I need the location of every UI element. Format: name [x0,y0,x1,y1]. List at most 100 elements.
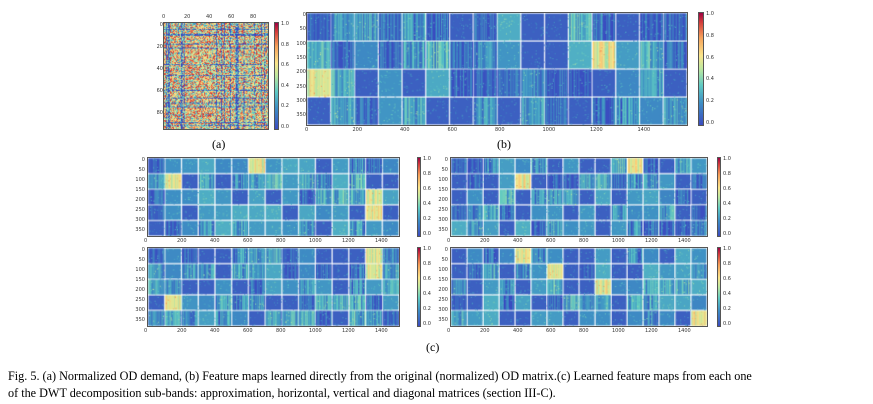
panel-c3-x-tick: 1200 [342,328,355,334]
panel-c1-x-tick: 400 [210,238,220,244]
panel-c2-y-tick: 0 [444,157,448,163]
panel-b-colorbar-tick: 0.2 [706,98,714,105]
panel-c4-y-tick: 300 [438,307,448,313]
panel-a-y-tick: 80 [156,110,163,116]
panel-c2-x-tick: 1400 [678,238,691,244]
panel-c2-x-tick: 1200 [645,238,658,244]
panel-c3-y-tick: 150 [135,277,145,283]
feature-map-diagonal [450,247,708,327]
panel-b-x-tick: 0 [305,127,309,133]
colorbar-c3 [417,247,421,327]
panel-c3-y-tick: 300 [135,307,145,313]
panel-c3-y-tick: 0 [141,247,145,253]
panel-b-colorbar-tick: 1.0 [706,11,714,17]
panel-c4-x-tick: 600 [546,328,556,334]
panel-c3-colorbar-tick: 0.0 [423,321,431,327]
panel-b-x-tick: 400 [400,127,410,133]
panel-a-y-tick: 0 [159,22,163,28]
panel-c3-colorbar-tick: 0.6 [423,276,431,282]
panel-b-y-tick: 300 [296,97,306,104]
panel-c2-colorbar-tick: 1.0 [723,156,731,162]
panel-c4-x-tick: 1000 [612,328,625,334]
panel-c1-y-tick: 300 [135,217,145,223]
panel-b-x-tick: 600 [447,127,458,133]
panel-b-y-tick: 50 [299,26,306,33]
panel-c1-y-tick: 250 [135,207,145,213]
panel-c1-y-tick: 350 [135,227,145,233]
panel-c1-y-tick: 100 [135,177,145,183]
panel-c4-y-tick: 150 [438,277,448,283]
colorbar-c2 [717,157,721,237]
figure-caption: Fig. 5. (a) Normalized OD demand, (b) Fe… [8,368,866,402]
panel-c2-colorbar-tick: 0.2 [723,216,731,222]
panel-a-y-tick: 20 [156,44,163,50]
panel-c4-colorbar-tick: 0.4 [723,291,731,297]
panel-a-colorbar-tick: 0.8 [281,41,289,48]
panel-c1-x-tick: 200 [177,238,187,244]
colorbar-b [698,12,704,126]
panel-a-colorbar-tick: 0.6 [281,62,289,69]
panel-c2-colorbar-tick: 0.4 [723,201,731,207]
panel-c4-x-tick: 0 [447,328,451,334]
panel-c2-y-tick: 100 [438,177,448,183]
panel-a-x-tick: 40 [206,14,213,20]
panel-c1-colorbar-tick: 0.4 [423,201,431,207]
panel-b-x-tick: 1200 [590,127,603,133]
panel-c1-colorbar-tick: 1.0 [423,156,431,162]
panel-c1-colorbar-tick: 0.8 [423,171,431,177]
panel-c1-x-tick: 0 [144,238,148,244]
panel-b-x-tick: 200 [352,127,363,133]
panel-c4-y-tick: 50 [441,257,448,263]
panel-c3-colorbar-tick: 0.4 [423,291,431,297]
caption-line-1: Fig. 5. (a) Normalized OD demand, (b) Fe… [8,369,752,383]
panel-b-y-tick: 200 [296,69,306,76]
panel-c4-x-tick: 800 [579,328,589,334]
panel-c1-colorbar-tick: 0.0 [423,231,431,237]
panel-a-x-tick: 20 [184,14,191,20]
panel-c2-colorbar-tick: 0.8 [723,171,731,177]
panel-a-y-tick: 40 [156,66,163,72]
panel-b-colorbar-tick: 0.0 [706,120,714,126]
panel-c3-y-tick: 100 [135,267,145,273]
label-a: (a) [212,137,226,151]
panel-b-y-tick: 100 [296,40,306,47]
colorbar-c1 [417,157,421,237]
panel-b-y-tick: 250 [296,83,306,90]
panel-c1-x-tick: 800 [276,238,286,244]
label-c: (c) [426,340,440,354]
panel-c3-x-tick: 600 [243,328,253,334]
panel-c3-colorbar-tick: 0.2 [423,306,431,312]
panel-c3-x-tick: 1400 [375,328,388,334]
panel-c2-x-tick: 800 [579,238,589,244]
panel-c1-x-tick: 1400 [375,238,388,244]
panel-c1-x-tick: 1000 [309,238,322,244]
panel-c3-x-tick: 1000 [309,328,322,334]
panel-c1-y-tick: 0 [141,157,145,163]
panel-c3-y-tick: 50 [138,257,145,263]
panel-c4-y-tick: 100 [438,267,448,273]
colorbar-c4 [717,247,721,327]
panel-b-x-tick: 1400 [637,127,651,133]
label-b: (b) [497,137,511,151]
panel-c4-colorbar-tick: 0.8 [723,261,731,267]
panel-b-y-tick: 150 [296,54,306,61]
panel-c3-x-tick: 800 [276,328,286,334]
feature-map-horizontal [450,157,708,237]
feature-map-approximation [147,157,400,237]
panel-c4-y-tick: 250 [438,297,448,303]
panel-c4-x-tick: 1400 [678,328,691,334]
panel-a-x-tick: 60 [228,14,235,20]
panel-c2-y-tick: 300 [438,217,448,223]
panel-c2-x-tick: 200 [480,238,490,244]
panel-c3-y-tick: 250 [135,297,145,303]
panel-c2-colorbar-tick: 0.0 [723,231,731,237]
panel-a-y-tick: 60 [156,88,163,94]
panel-a-colorbar-tick: 1.0 [281,21,289,27]
panel-c1-y-tick: 200 [135,197,145,203]
od-demand-heatmap [163,22,269,130]
panel-c2-x-tick: 400 [513,238,523,244]
panel-b-y-tick: 350 [296,112,306,119]
feature-maps-heatmap-b [306,12,688,126]
panel-c4-x-tick: 1200 [645,328,658,334]
panel-c3-y-tick: 200 [135,287,145,293]
